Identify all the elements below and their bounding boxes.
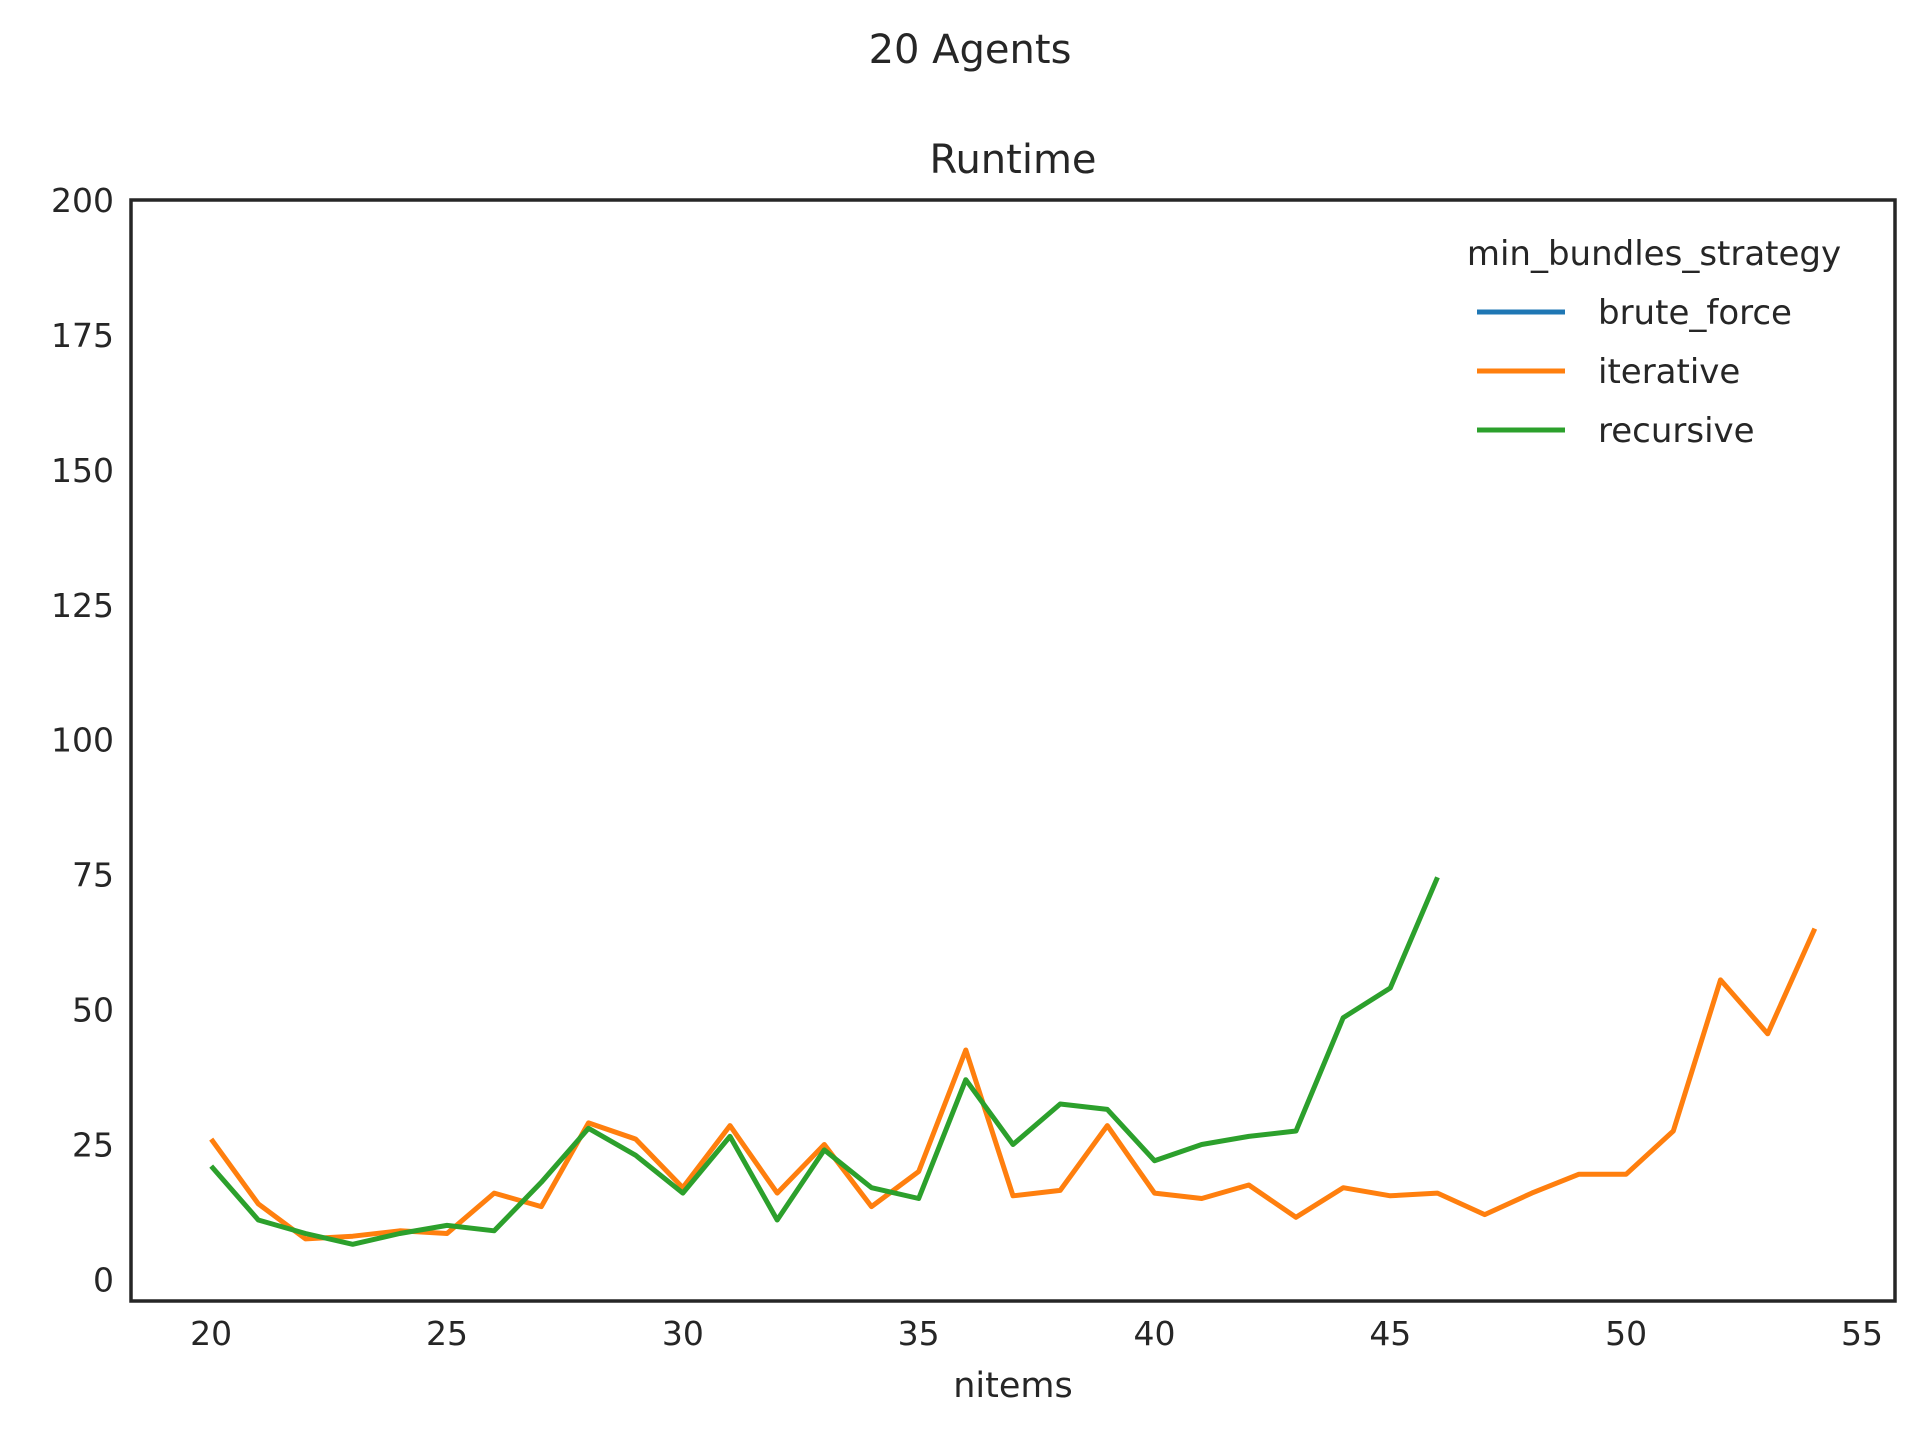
x-tick-label: 45: [1369, 1314, 1411, 1353]
x-tick-label: 35: [898, 1314, 940, 1353]
x-tick-label: 30: [662, 1314, 704, 1353]
series-line-recursive: [209, 876, 1440, 1247]
y-tick-label: 50: [72, 991, 114, 1030]
y-tick-label: 125: [51, 586, 114, 625]
y-tick-label: 75: [72, 856, 114, 895]
y-tick-label: 0: [93, 1260, 114, 1299]
x-tick-label: 20: [190, 1314, 232, 1353]
legend: min_bundles_strategy brute_force iterativ…: [1467, 234, 1841, 451]
x-tick-label: 50: [1605, 1314, 1647, 1353]
legend-label: recursive: [1598, 411, 1755, 451]
x-tick-label: 25: [426, 1314, 468, 1353]
chart-title: Runtime: [929, 137, 1096, 183]
x-axis-label: nitems: [953, 1366, 1073, 1406]
series-line-iterative: [209, 927, 1818, 1242]
y-tick-label: 25: [72, 1125, 114, 1164]
plot-frame: [129, 198, 1897, 1303]
y-tick-label: 175: [51, 316, 114, 355]
axis-ticks: 20 25 30 35 40 45 50 55 0 25 50 75 100 125 150 175 200: [51, 181, 1883, 1353]
legend-label: iterative: [1598, 352, 1740, 392]
y-tick-label: 200: [51, 181, 114, 220]
chart-suptitle: 20 Agents: [869, 27, 1072, 73]
x-tick-label: 40: [1133, 1314, 1175, 1353]
y-tick-label: 100: [51, 721, 114, 760]
legend-label: brute_force: [1598, 293, 1792, 333]
series-lines: [209, 876, 1818, 1247]
x-tick-label: 55: [1841, 1314, 1883, 1353]
legend-title: min_bundles_strategy: [1467, 234, 1841, 274]
y-tick-label: 150: [51, 451, 114, 490]
